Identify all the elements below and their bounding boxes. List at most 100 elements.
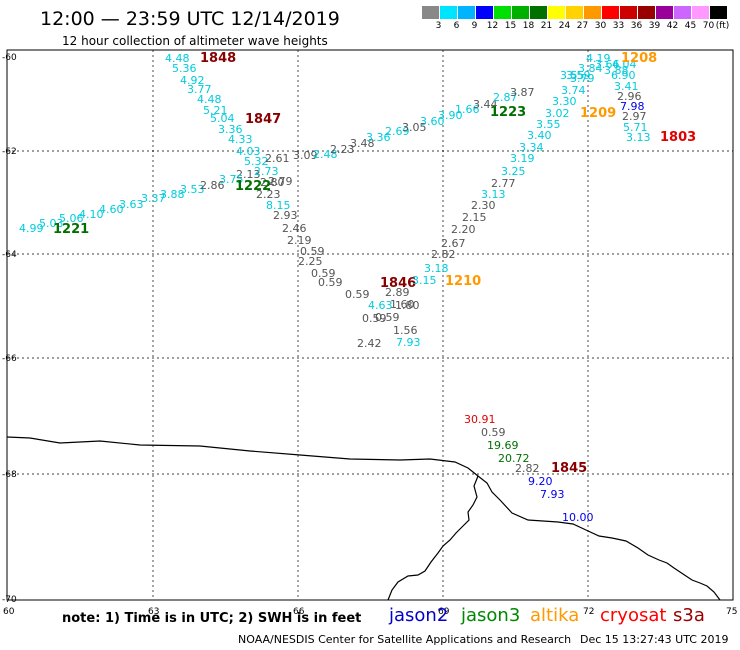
wave-height-label: 2.20: [451, 223, 476, 236]
wave-height-label: 2.82: [431, 248, 456, 261]
wave-height-label: 2.87: [493, 91, 518, 104]
pass-time-label: 1803: [660, 130, 696, 145]
pass-time-label: 1222: [235, 179, 271, 194]
wave-height-label: 2.48: [313, 148, 338, 161]
wave-height-label: 4.63: [368, 299, 393, 312]
legend-label: 27: [576, 21, 589, 31]
wave-height-label: 3.02: [545, 107, 570, 120]
map-title: 12:00 — 23:59 UTC 12/14/2019: [40, 8, 340, 30]
map-frame: [6, 49, 734, 601]
wave-height-label: 2.69: [385, 125, 410, 138]
legend-swatch: [476, 6, 493, 19]
wave-height-label: 6.90: [611, 69, 636, 82]
wave-height-label: 0.59: [311, 267, 336, 280]
wave-height-label: 3.60: [420, 115, 445, 128]
legend-swatch: [584, 6, 601, 19]
satellite-altika: altika: [530, 605, 580, 626]
wave-height-label: 5.06: [59, 212, 84, 225]
wave-height-label: 2.67: [441, 237, 466, 250]
satellite-cryosat: cryosat: [600, 605, 667, 626]
legend-swatch: [710, 6, 727, 19]
wave-height-label: 2.80: [260, 176, 285, 189]
wave-height-label: 4.10: [79, 208, 104, 221]
wave-height-label: 4.33: [228, 133, 253, 146]
wave-height-label: 3.77: [187, 83, 212, 96]
wave-height-label: 3.88: [604, 64, 629, 77]
wave-height-label: 3.74: [561, 84, 586, 97]
coastline: [6, 436, 721, 601]
legend-label: 42: [666, 21, 679, 31]
wave-height-label: 3.88: [160, 188, 185, 201]
legend-swatch: [602, 6, 619, 19]
wave-height-label: 0.59: [345, 288, 370, 301]
y-tick-label: -68: [2, 470, 17, 480]
legend-swatch: [422, 6, 439, 19]
wave-height-label: 2.77: [491, 177, 516, 190]
wave-height-label: 3.37: [141, 192, 166, 205]
wave-height-label: 3.44: [473, 98, 498, 111]
legend-swatch: [440, 6, 457, 19]
wave-height-label: 3.53: [180, 183, 205, 196]
wave-height-label: 2.93: [273, 209, 298, 222]
coastline-inlet: [387, 475, 479, 601]
wave-height-label: 0.59: [318, 276, 343, 289]
wave-height-label: 2.79: [268, 175, 293, 188]
wave-height-label: 0.59: [375, 311, 400, 324]
wave-height-label: 3.36: [366, 131, 391, 144]
y-tick-label: -62: [2, 147, 17, 157]
wave-height-label: 3.55: [560, 69, 585, 82]
pass-time-label: 1848: [200, 51, 236, 66]
legend-label: 24: [558, 21, 571, 31]
legend-label: 6: [453, 21, 460, 31]
legend-label: 3: [435, 21, 442, 31]
wave-height-label: 9.20: [528, 475, 553, 488]
legend-label: 21: [540, 21, 553, 31]
satellite-jason3: jason3: [461, 605, 521, 626]
wave-height-label: 2.82: [515, 462, 540, 475]
wave-height-label: 2.96: [617, 90, 642, 103]
wave-height-label: 2.73: [254, 165, 279, 178]
wave-height-label: 3.66: [595, 58, 620, 71]
wave-height-label: 3.15: [412, 274, 437, 287]
legend-label: 36: [630, 21, 643, 31]
footer-note: note: 1) Time is in UTC; 2) SWH is in fe…: [62, 611, 362, 626]
legend-swatch: [530, 6, 547, 19]
wave-height-label: 4.92: [180, 74, 205, 87]
wave-height-label: 5.71: [623, 121, 648, 134]
graticule: [7, 50, 733, 600]
wave-height-label: 0.59: [362, 312, 387, 325]
wave-height-label: 2.42: [357, 337, 382, 350]
x-tick-label: 72: [583, 607, 594, 617]
wave-height-label: 3.30: [552, 95, 577, 108]
wave-height-label: 19.69: [487, 439, 519, 452]
wave-height-label: 2.97: [622, 110, 647, 123]
pass-time-label: 1845: [551, 461, 587, 476]
legend-swatch: [620, 6, 637, 19]
wave-height-label: 0.59: [481, 426, 506, 439]
legend-label: 33: [612, 21, 625, 31]
wave-height-label: 4.19: [586, 52, 611, 65]
pass-time-label: 1223: [490, 105, 526, 120]
pass-time-label: 1846: [380, 276, 416, 291]
wave-height-label: 30.91: [464, 413, 496, 426]
wave-height-label: 20.72: [498, 452, 530, 465]
legend-label: (ft): [715, 21, 730, 31]
wave-height-label: 7.98: [620, 100, 645, 113]
wave-height-label: 3.48: [350, 137, 375, 150]
credit-line: NOAA/NESDIS Center for Satellite Applica…: [238, 633, 572, 646]
wave-height-label: 2.89: [385, 286, 410, 299]
wave-height-label: 3.87: [510, 86, 535, 99]
wave-height-label: 2.19: [287, 234, 312, 247]
wave-height-label: 4.48: [197, 93, 222, 106]
legend-swatch: [512, 6, 529, 19]
wave-height-label: 4.99: [19, 222, 44, 235]
y-tick-label: -64: [2, 250, 17, 260]
wave-height-label: 2.13: [236, 168, 261, 181]
wave-height-label: 3.13: [481, 188, 506, 201]
wave-height-label: 0.59: [300, 245, 325, 258]
generation-timestamp: Dec 15 13:27:43 UTC 2019: [580, 633, 729, 646]
legend-label: 15: [504, 21, 517, 31]
wave-height-label: 4.48: [165, 52, 190, 65]
legend-label: 70: [702, 21, 715, 31]
